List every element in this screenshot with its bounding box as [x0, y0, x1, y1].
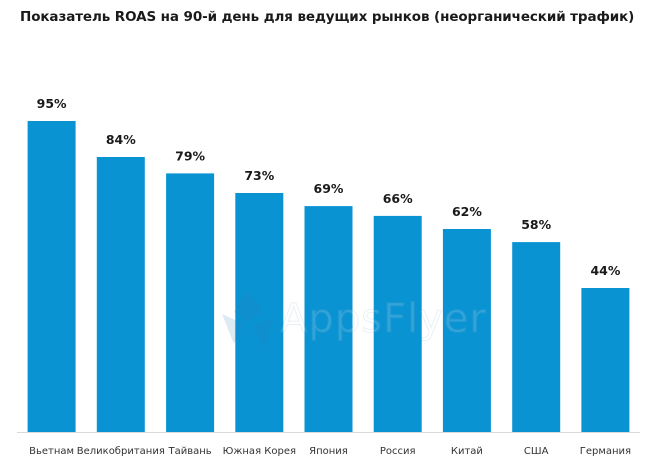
bar-2 — [166, 173, 215, 432]
category-label: Южная Корея — [223, 446, 296, 457]
category-label: Япония — [309, 446, 348, 457]
category-label: Россия — [380, 446, 416, 457]
value-label: 66% — [383, 191, 413, 206]
value-label: 58% — [521, 217, 551, 232]
value-label: 84% — [106, 132, 136, 147]
bar-8 — [581, 288, 630, 432]
bar-1 — [96, 157, 145, 432]
bar-6 — [442, 229, 491, 432]
category-label: Великобритания — [77, 446, 165, 457]
bar-0 — [27, 121, 76, 432]
chart-title: Показатель ROAS на 90-й день для ведущих… — [20, 9, 635, 25]
category-label: Вьетнам — [29, 446, 74, 457]
value-label: 44% — [590, 263, 620, 278]
category-label: США — [524, 446, 549, 457]
category-label: Китай — [451, 446, 483, 457]
category-label: Тайвань — [167, 446, 211, 457]
category-label: Германия — [580, 446, 631, 457]
bar-4 — [304, 206, 353, 432]
value-label: 95% — [37, 96, 67, 111]
value-label: 73% — [244, 168, 274, 183]
bar-7 — [512, 242, 561, 432]
value-label: 69% — [314, 181, 344, 196]
bar-3 — [235, 193, 284, 432]
value-label: 79% — [175, 148, 205, 163]
bar-5 — [373, 215, 422, 432]
value-label: 62% — [452, 204, 482, 219]
